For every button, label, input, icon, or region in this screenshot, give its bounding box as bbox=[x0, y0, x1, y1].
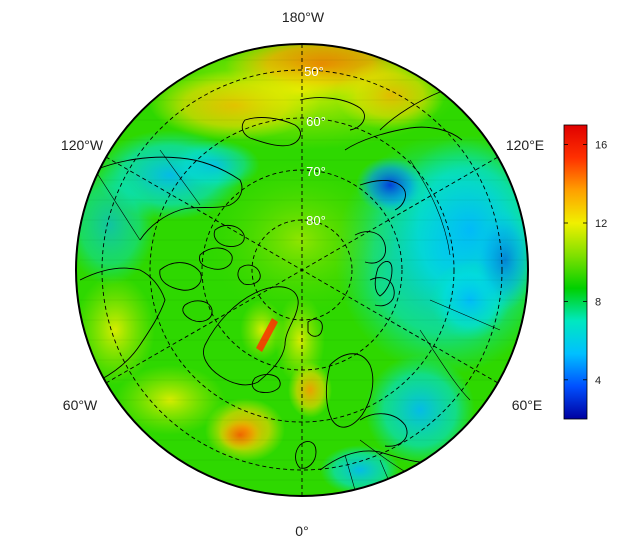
map-boundary-circle bbox=[75, 43, 529, 497]
longitude-label-120w: 120°W bbox=[61, 137, 104, 153]
colorbar-ticks: 4 8 12 16 bbox=[564, 140, 607, 387]
coastlines bbox=[79, 89, 471, 471]
latitude-label-70: 70° bbox=[306, 164, 326, 179]
colorbar: 4 8 12 16 bbox=[563, 124, 607, 420]
colorbar-tick-label: 4 bbox=[595, 375, 601, 387]
latitude-label-80: 80° bbox=[306, 213, 326, 228]
colorbar-gradient bbox=[563, 124, 588, 420]
latitude-label-60: 60° bbox=[306, 114, 326, 129]
greenland-outline bbox=[203, 286, 299, 386]
colorbar-tick-label: 16 bbox=[595, 140, 607, 152]
latitude-label-50: 50° bbox=[304, 64, 324, 79]
graticule bbox=[101, 44, 503, 496]
meridian-120w-60e bbox=[105, 156, 499, 384]
longitude-label-60e: 60°E bbox=[512, 397, 543, 413]
colorbar-tick-label: 12 bbox=[595, 218, 607, 230]
data-field bbox=[76, 44, 528, 496]
longitude-label-180w: 180°W bbox=[282, 9, 325, 25]
longitude-label-0: 0° bbox=[295, 523, 308, 539]
country-boundaries bbox=[94, 149, 501, 496]
longitude-label-120e: 120°E bbox=[506, 137, 544, 153]
longitude-label-60w: 60°W bbox=[63, 397, 98, 413]
latitude-circle-50 bbox=[101, 69, 503, 471]
colorbar-tick-label: 8 bbox=[595, 296, 601, 308]
